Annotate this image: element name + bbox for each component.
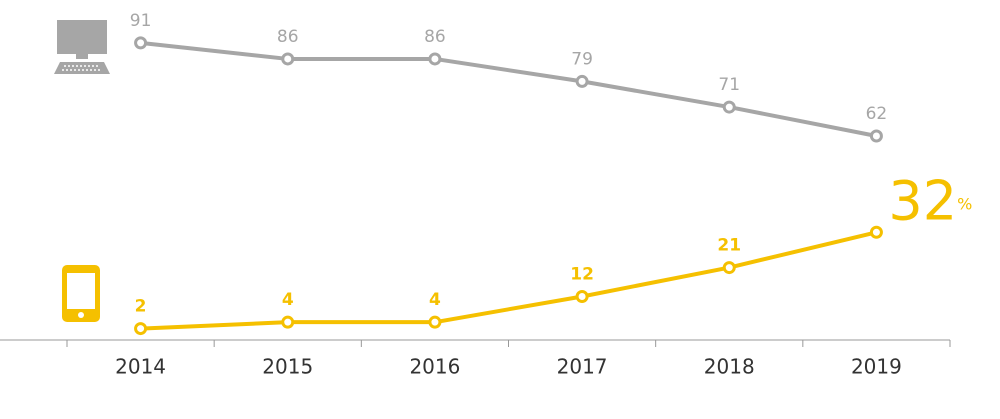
point-marker <box>575 74 589 88</box>
x-tick-label: 2019 <box>851 355 902 379</box>
point-marker <box>428 315 442 329</box>
series-line <box>140 40 877 138</box>
x-tick-label: 2015 <box>262 355 313 379</box>
point-marker <box>722 261 736 275</box>
point-marker <box>575 289 589 303</box>
data-label: 86 <box>277 27 299 47</box>
data-label: 71 <box>718 75 740 95</box>
data-label: 12 <box>570 264 594 284</box>
point-marker <box>134 36 148 50</box>
data-label: 86 <box>424 27 446 47</box>
point-marker <box>281 315 295 329</box>
data-label: 2 <box>135 297 147 317</box>
point-marker <box>281 52 295 66</box>
x-tick-label: 2017 <box>557 355 608 379</box>
point-marker <box>134 322 148 336</box>
data-label: 21 <box>717 236 741 256</box>
series-line <box>140 230 877 331</box>
x-tick-label: 2016 <box>409 355 460 379</box>
data-label: 4 <box>429 290 441 310</box>
data-label: 91 <box>130 11 152 31</box>
mobile-icon <box>62 265 100 322</box>
data-label: 32% <box>888 169 972 232</box>
data-label: 79 <box>571 49 593 69</box>
x-tick-label: 2018 <box>704 355 755 379</box>
point-marker <box>722 100 736 114</box>
x-tick-label: 2014 <box>115 355 166 379</box>
data-label: 62 <box>866 104 888 124</box>
point-marker <box>869 225 883 239</box>
desktop-icon <box>54 20 110 74</box>
point-marker <box>869 129 883 143</box>
point-marker <box>428 52 442 66</box>
data-label: 4 <box>282 290 294 310</box>
